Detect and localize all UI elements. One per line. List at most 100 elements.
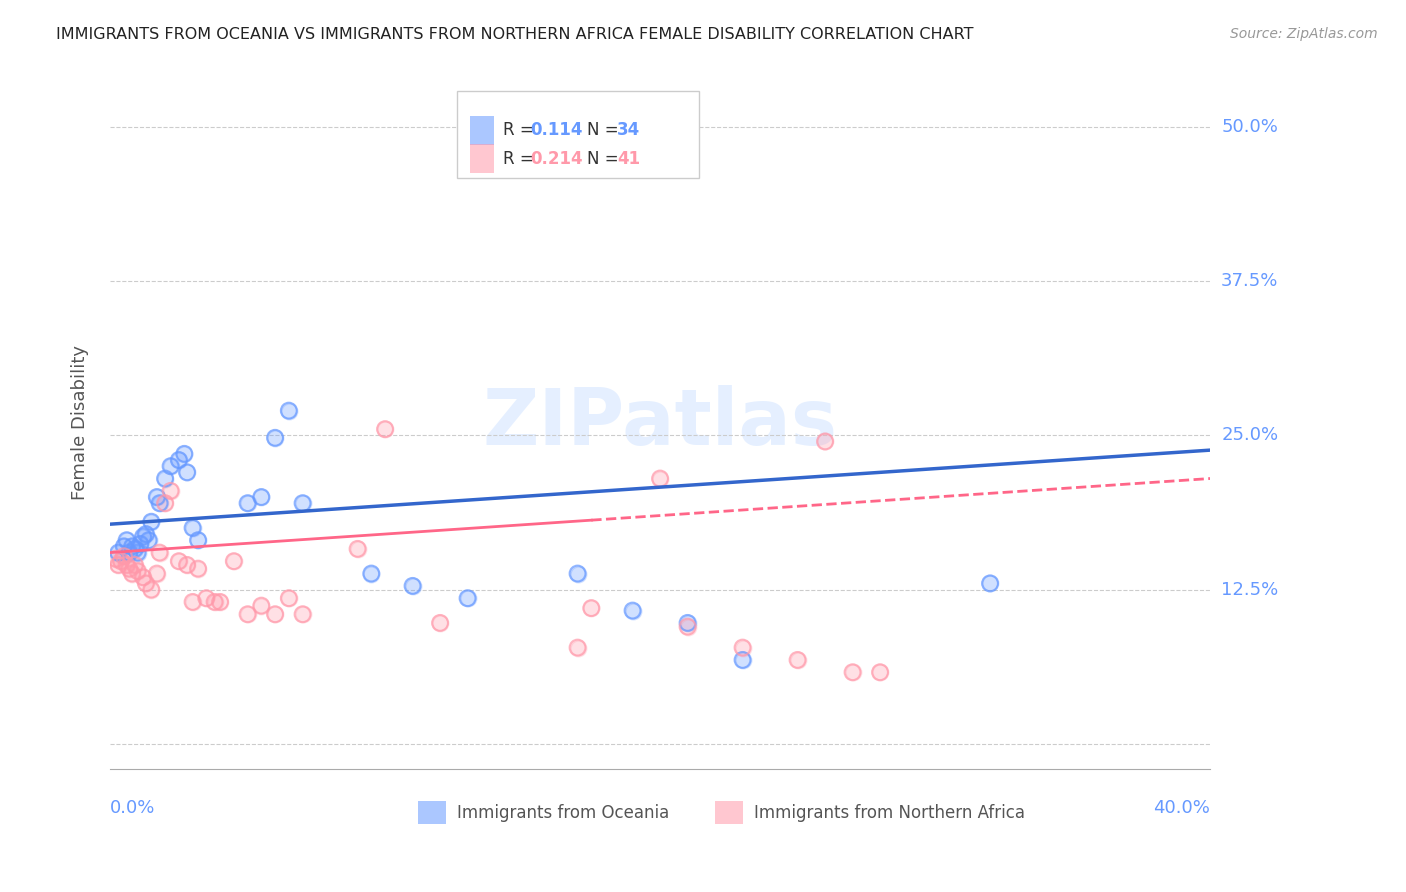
Bar	[418, 801, 446, 824]
Point	[110, 554, 132, 568]
Point	[146, 566, 169, 581]
Point	[107, 545, 129, 559]
Point	[676, 615, 699, 630]
Point	[138, 533, 160, 548]
Point	[291, 496, 314, 510]
Point	[648, 471, 671, 485]
Point	[121, 566, 143, 581]
Point	[141, 582, 163, 597]
Point	[107, 558, 129, 572]
Point	[236, 607, 259, 622]
Point	[181, 595, 204, 609]
Point	[159, 483, 181, 498]
Point	[676, 619, 699, 633]
Bar	[470, 145, 494, 173]
Point	[814, 434, 837, 449]
Point	[153, 471, 176, 485]
Point	[176, 558, 198, 572]
Point	[132, 529, 155, 543]
Point	[621, 603, 644, 617]
Point	[167, 453, 190, 467]
Point	[731, 640, 754, 655]
Point	[181, 521, 204, 535]
Point	[236, 496, 259, 510]
Point	[112, 549, 135, 564]
Point	[173, 447, 195, 461]
Point	[181, 521, 204, 535]
Point	[291, 607, 314, 622]
Text: 41: 41	[617, 150, 640, 168]
Point	[146, 490, 169, 504]
Point	[250, 490, 273, 504]
Point	[187, 561, 209, 575]
Point	[222, 554, 245, 568]
Point	[129, 537, 152, 551]
Point	[121, 540, 143, 554]
Text: Immigrants from Northern Africa: Immigrants from Northern Africa	[754, 805, 1025, 822]
Point	[277, 591, 299, 606]
Point	[731, 640, 754, 655]
Point	[176, 466, 198, 480]
Point	[374, 422, 396, 436]
Point	[148, 545, 170, 559]
Point	[277, 403, 299, 417]
Point	[141, 515, 163, 529]
Point	[121, 540, 143, 554]
Text: Source: ZipAtlas.com: Source: ZipAtlas.com	[1230, 27, 1378, 41]
Point	[264, 431, 287, 445]
Point	[112, 549, 135, 564]
Point	[167, 453, 190, 467]
Point	[204, 595, 226, 609]
Point	[401, 579, 423, 593]
Point	[159, 459, 181, 474]
Text: Immigrants from Oceania: Immigrants from Oceania	[457, 805, 669, 822]
Text: 34: 34	[617, 121, 640, 139]
Point	[401, 579, 423, 593]
Point	[567, 640, 589, 655]
Point	[236, 607, 259, 622]
Point	[167, 554, 190, 568]
Text: ZIPatlas: ZIPatlas	[482, 385, 838, 461]
Y-axis label: Female Disability: Female Disability	[72, 345, 89, 500]
Point	[148, 545, 170, 559]
Text: R =: R =	[503, 150, 538, 168]
Point	[135, 576, 157, 591]
Point	[676, 615, 699, 630]
Point	[841, 665, 863, 680]
Point	[176, 466, 198, 480]
Point	[676, 619, 699, 633]
Point	[360, 566, 382, 581]
Point	[187, 533, 209, 548]
Point	[127, 564, 149, 578]
Point	[841, 665, 863, 680]
Text: 40.0%: 40.0%	[1153, 799, 1211, 817]
Point	[112, 540, 135, 554]
Point	[291, 607, 314, 622]
Point	[209, 595, 232, 609]
Point	[979, 576, 1001, 591]
Point	[107, 545, 129, 559]
FancyBboxPatch shape	[457, 91, 699, 178]
Point	[814, 434, 837, 449]
Point	[124, 558, 146, 572]
Point	[277, 591, 299, 606]
Point	[567, 640, 589, 655]
Point	[236, 496, 259, 510]
Point	[141, 582, 163, 597]
Point	[264, 607, 287, 622]
Point	[115, 558, 138, 572]
Point	[115, 533, 138, 548]
Point	[118, 545, 141, 559]
Text: N =: N =	[588, 121, 624, 139]
Point	[118, 545, 141, 559]
Point	[121, 566, 143, 581]
Point	[457, 591, 479, 606]
Point	[222, 554, 245, 568]
Point	[786, 653, 808, 667]
Point	[159, 483, 181, 498]
Point	[250, 490, 273, 504]
Point	[132, 570, 155, 584]
Point	[127, 545, 149, 559]
Point	[118, 561, 141, 575]
Point	[110, 554, 132, 568]
